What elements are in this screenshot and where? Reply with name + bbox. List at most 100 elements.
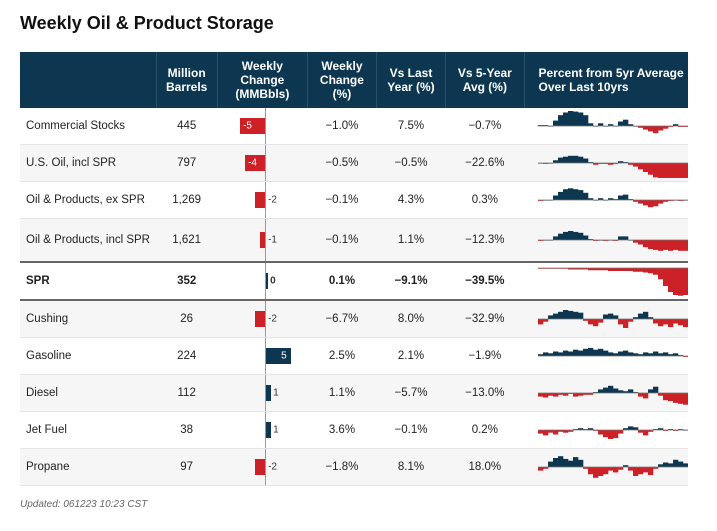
sparkline-bar <box>578 268 584 270</box>
sparkline-bar <box>618 195 624 200</box>
sparkline-cell <box>524 108 688 145</box>
sparkline-bar <box>623 236 629 240</box>
sparkline-bar <box>668 354 674 356</box>
zero-line <box>265 145 267 181</box>
sparkline-bar <box>583 158 589 163</box>
sparkline-bar <box>633 392 639 393</box>
sparkline-bar <box>553 430 559 435</box>
zero-line <box>265 108 267 144</box>
sparkline-bar <box>638 430 644 433</box>
vs5-value: −39.5% <box>445 261 524 301</box>
sparkline-bar <box>648 268 654 274</box>
sparkline-bar <box>538 354 544 356</box>
sparkline-bar <box>588 239 594 240</box>
sparkline-bar <box>578 393 584 396</box>
header-weekly-change: Weekly Change (MMBbls) <box>216 52 308 108</box>
sparkline <box>538 155 688 178</box>
sparkline-bar <box>648 163 654 175</box>
sparkline-cell <box>524 448 688 486</box>
sparkline-bar <box>538 200 544 201</box>
sparkline-bar <box>578 312 584 319</box>
sparkline-bar <box>673 240 679 250</box>
sparkline-bar <box>678 163 684 178</box>
sparkline-bar <box>628 268 634 271</box>
header-yoy: Vs Last Year (%) <box>375 52 446 108</box>
barrels-value: 26 <box>156 300 218 338</box>
sparkline-bar <box>573 231 579 240</box>
sparkline-bar <box>603 387 609 393</box>
sparkline-bar <box>568 155 574 163</box>
sparkline-bar <box>568 111 574 126</box>
weekly-change-cell: 5 <box>217 337 308 375</box>
sparkline-bar <box>608 163 614 165</box>
yoy-value: −5.7% <box>376 374 446 412</box>
barrels-value: 1,621 <box>156 218 218 263</box>
sparkline-bar <box>663 462 669 467</box>
sparkline-bar <box>653 429 659 430</box>
sparkline-bar <box>573 457 579 467</box>
sparkline-bar <box>613 467 619 473</box>
row-label: U.S. Oil, incl SPR <box>20 144 157 182</box>
sparkline-bar <box>678 268 684 296</box>
sparkline-bar <box>618 268 624 271</box>
vs5-value: −0.7% <box>445 108 524 145</box>
sparkline-bar <box>658 163 664 178</box>
sparkline-bar <box>558 430 564 432</box>
sparkline-bar <box>643 163 649 172</box>
sparkline-bar <box>563 393 569 396</box>
sparkline-bar <box>553 236 559 240</box>
sparkline-bar <box>573 393 579 397</box>
sparkline-bar <box>588 268 594 271</box>
sparkline-bar <box>673 459 679 467</box>
sparkline-bar <box>658 126 664 131</box>
weekly-pct-value: −1.0% <box>307 108 377 145</box>
sparkline-bar <box>568 430 574 432</box>
sparkline-bar <box>643 126 649 130</box>
sparkline-bar <box>563 430 569 433</box>
change-bar <box>240 118 266 134</box>
sparkline-bar <box>553 160 559 163</box>
barrels-value: 445 <box>156 108 218 145</box>
sparkline-bar <box>643 240 649 248</box>
sparkline-bar <box>673 353 679 356</box>
table-row: Oil & Products, ex SPR 1,269 -2 −0.1% 4.3% 0.… <box>20 181 688 219</box>
change-bar-label: -2 <box>268 194 277 206</box>
sparkline-bar <box>628 163 634 165</box>
yoy-value: 1.1% <box>376 218 446 263</box>
sparkline-bar <box>673 268 679 295</box>
barrels-value: 352 <box>156 261 218 301</box>
sparkline-bar <box>628 199 634 200</box>
sparkline-bar <box>643 352 649 356</box>
sparkline-bar <box>543 163 549 164</box>
sparkline-bar <box>538 240 544 241</box>
sparkline-bar <box>578 350 584 356</box>
sparkline-bar <box>588 319 594 325</box>
sparkline-bar <box>678 200 684 201</box>
sparkline-cell <box>524 144 688 182</box>
vs5-value: −12.3% <box>445 218 524 263</box>
vs5-value: 18.0% <box>445 448 524 486</box>
sparkline-bar <box>668 268 674 292</box>
sparkline-bar <box>663 240 669 250</box>
sparkline-bar <box>563 231 569 240</box>
header-row: Million Barrels Weekly Change (MMBbls) W… <box>20 52 688 108</box>
sparkline-bar <box>628 467 634 471</box>
sparkline-bar <box>623 319 629 328</box>
sparkline-bar <box>653 319 659 324</box>
sparkline-bar <box>613 163 619 164</box>
sparkline-bar <box>568 351 574 356</box>
row-label: Oil & Products, incl SPR <box>20 218 157 263</box>
sparkline-bar <box>668 463 674 467</box>
change-bar-label: 1 <box>273 387 279 399</box>
change-bar <box>266 273 269 289</box>
sparkline-bar <box>633 467 639 476</box>
sparkline <box>538 456 688 478</box>
weekly-pct-value: −0.5% <box>307 144 377 182</box>
sparkline-bar <box>648 240 654 249</box>
sparkline-bar <box>593 392 599 393</box>
yoy-value: 8.0% <box>376 300 446 338</box>
sparkline-bar <box>593 268 599 271</box>
sparkline-bar <box>648 126 654 132</box>
sparkline-bar <box>563 112 569 126</box>
sparkline-bar <box>613 315 619 319</box>
